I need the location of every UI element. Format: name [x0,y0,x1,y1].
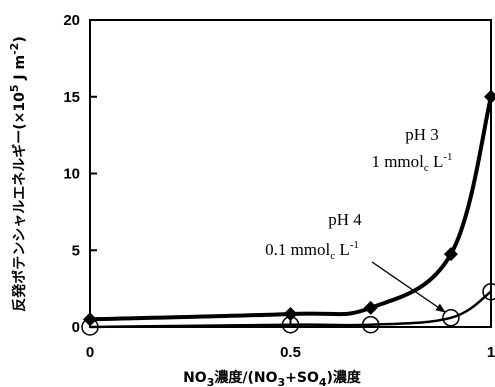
y-label-main: 反発ポテンシャルエネルギー(×10 [11,92,28,312]
data-point-circle [361,315,380,334]
annotation-ph4-val: 0.1 mmol [265,240,330,259]
annotation-ph4-title: pH 4 [328,210,362,229]
data-point-circle [281,315,300,334]
data-point-circle [81,318,99,336]
data-point-circle [482,282,495,301]
annotation-ph4-sub: c [330,250,335,262]
data-point-diamond [484,89,495,104]
annotation-ph4-arrow [371,261,446,313]
y-axis-label: 反発ポテンシャルエネルギー(×105 J m-2) [8,36,28,311]
annotation-ph3-val: 1 mmol [371,152,424,171]
data-point-diamond [443,247,458,262]
x-label-sub2: 3 [277,376,285,387]
y-label-sup2: -2 [8,43,21,55]
y-tick-label: 15 [63,89,80,106]
data-point-diamond [363,300,378,315]
annotation-ph3-conc: 1 mmolc L-1 [371,151,452,174]
x-label-post: )濃度 [327,369,362,386]
x-label-mid2: +SO [285,370,319,386]
annotation-ph4-unit: L [335,240,350,259]
y-tick-label: 20 [63,12,80,29]
annotation-ph4-sup: -1 [350,239,359,251]
y-tick-label: 10 [63,166,80,183]
x-tick-label: 1 [487,344,495,361]
data-point-circle [442,309,460,327]
x-label-sub1: 3 [207,376,215,387]
axis-ticks: 0 5 10 15 20 0 0.5 1 [63,12,495,361]
x-tick-label: 0.5 [280,344,301,361]
x-axis-label: NO3濃度/(NO3+SO4)濃度 [183,369,362,387]
annotation-ph3-sub: c [424,162,429,174]
y-label-close: ) [12,36,28,42]
y-label-sup1: 5 [8,84,21,92]
annotation-ph4-conc: 0.1 mmolc L-1 [265,239,359,262]
y-tick-label: 0 [72,319,80,336]
annotation-ph3-title: pH 3 [405,125,439,144]
series-line-ph4 [89,290,492,329]
x-label-sub3: 4 [319,376,327,387]
series-group [81,89,495,336]
x-label-mid1: 濃度/(NO [214,369,277,386]
x-tick-label: 0 [86,344,94,361]
y-tick-label: 5 [72,242,80,259]
annotation-ph3-unit: L [429,152,444,171]
annotation-ph3-sup: -1 [443,151,452,163]
y-label-unit: J m [12,55,28,85]
x-label-pre: NO [183,370,207,386]
